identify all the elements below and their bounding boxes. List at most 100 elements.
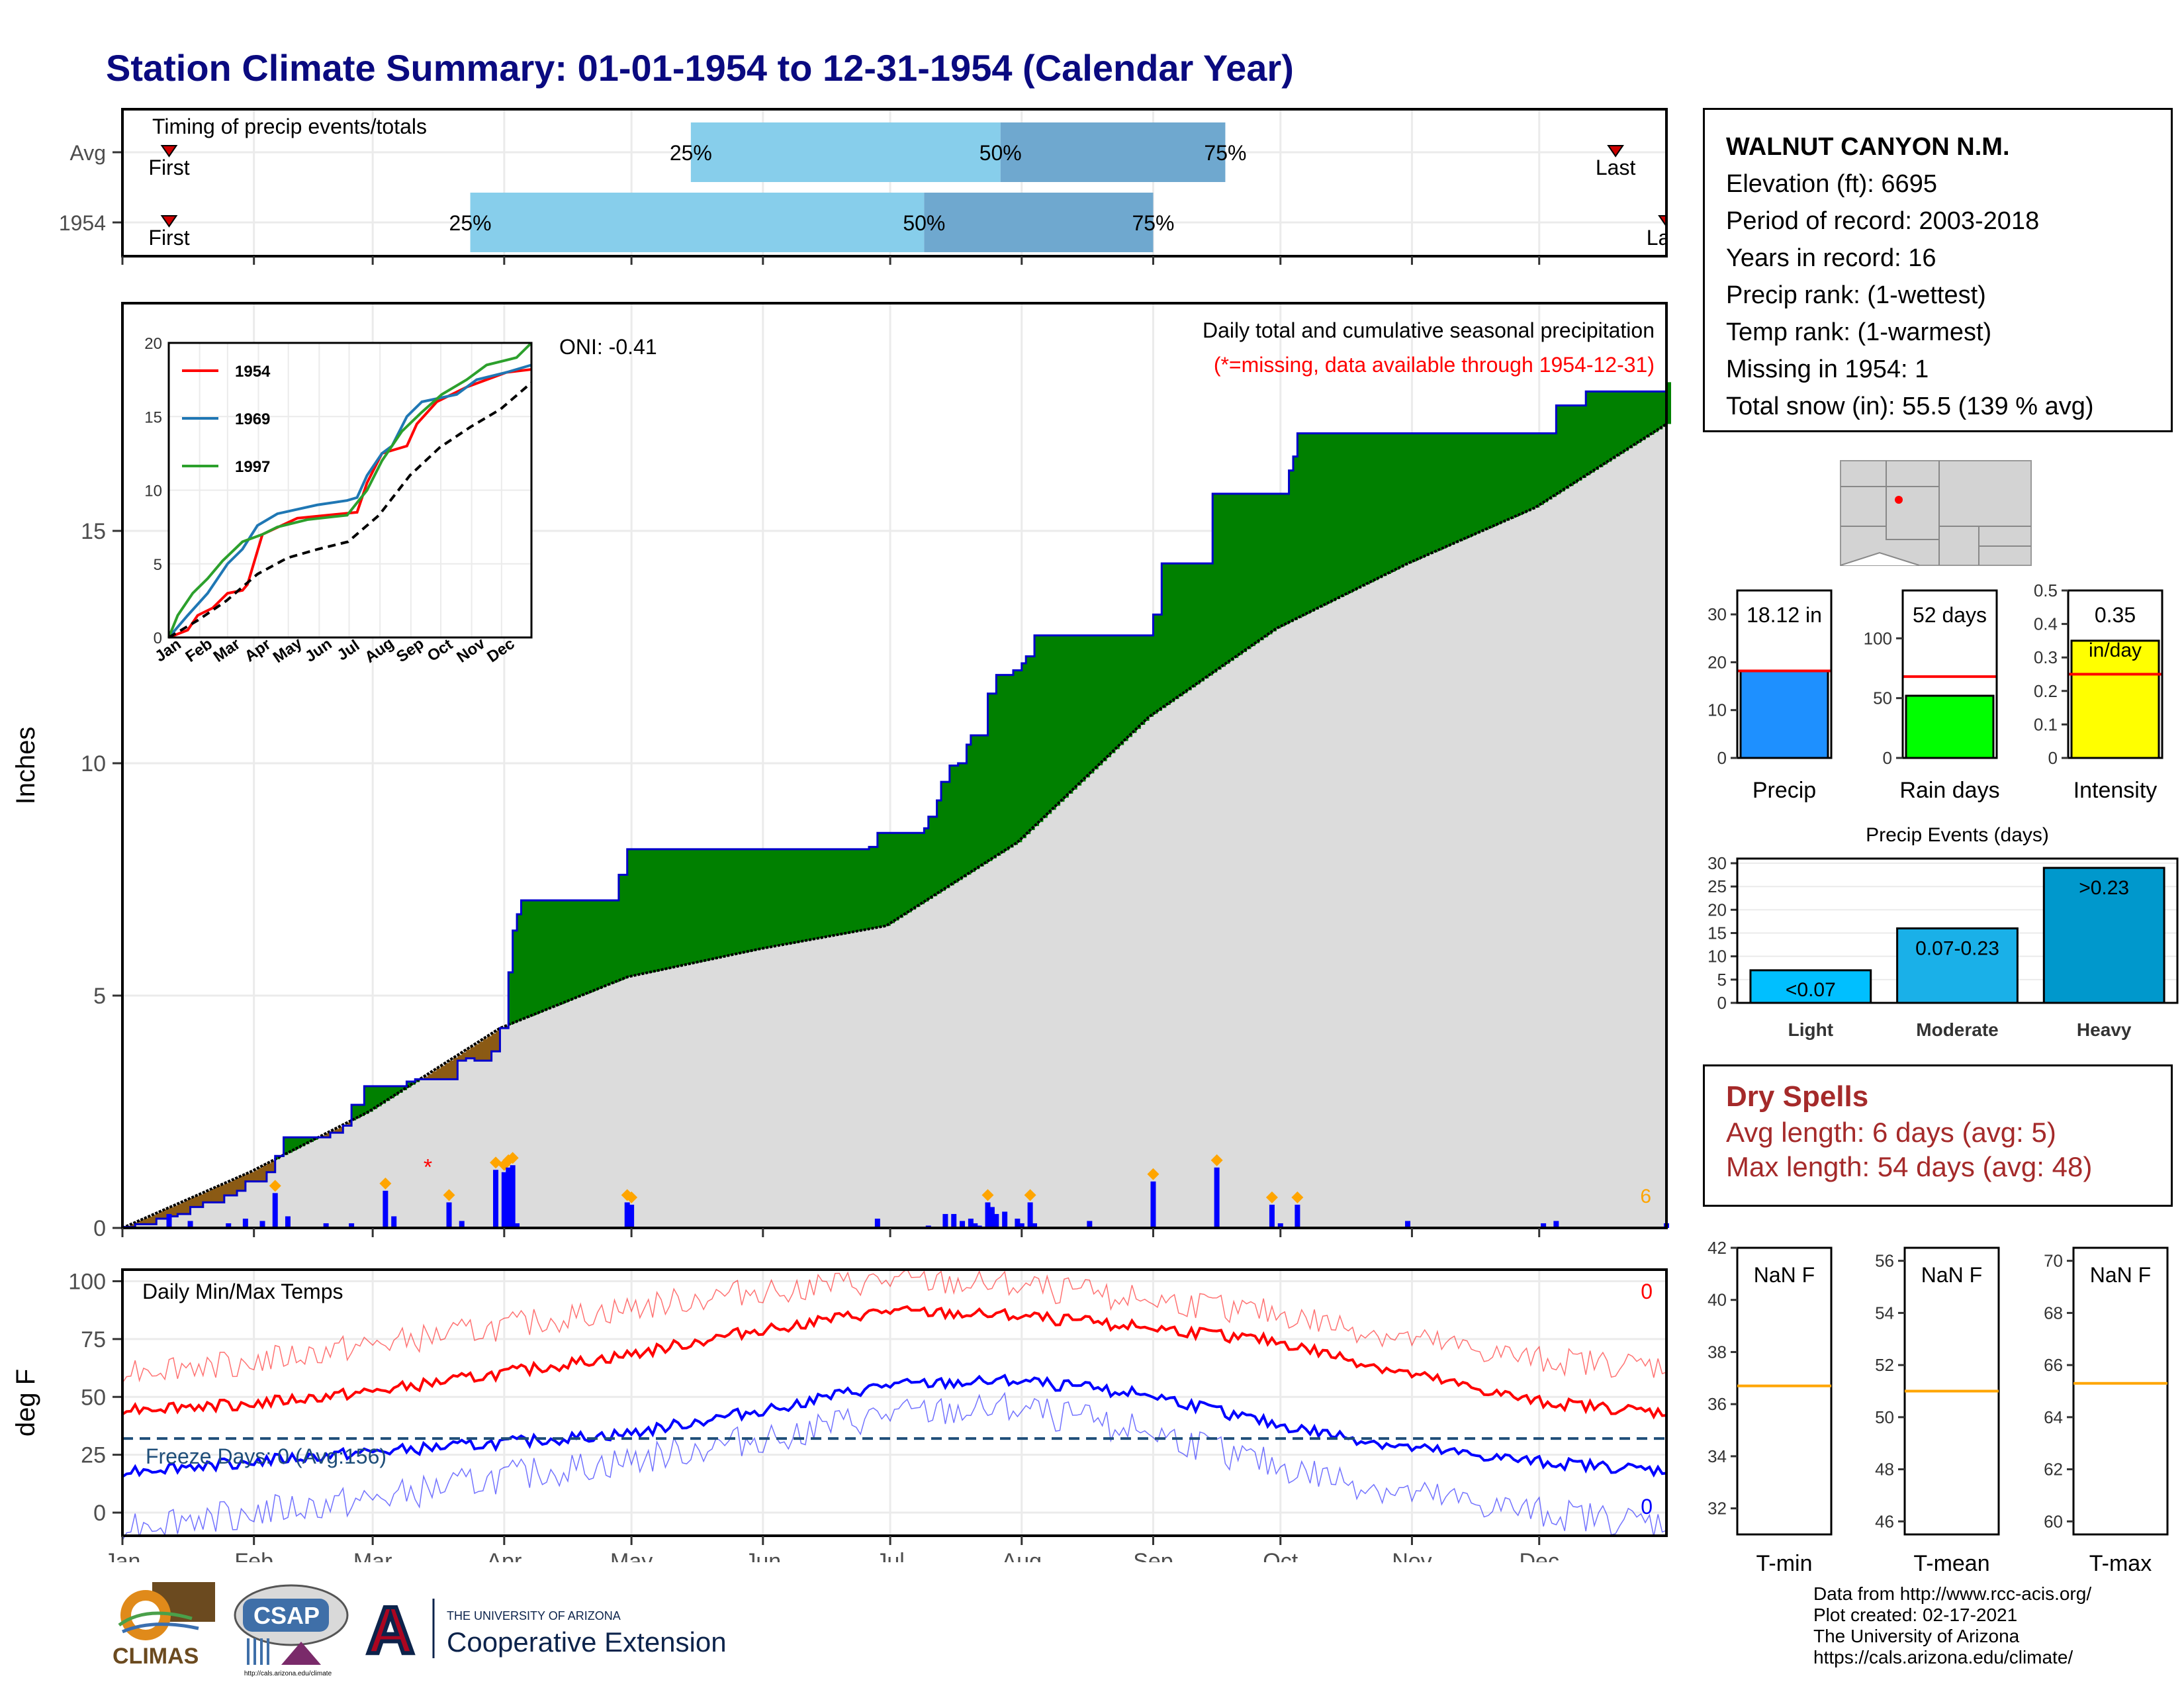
below-normal-area xyxy=(258,1168,263,1182)
above-normal-area xyxy=(1034,635,1040,826)
above-normal-area xyxy=(1017,670,1023,843)
x-tick-label: Aug xyxy=(1002,1549,1042,1562)
below-normal-area xyxy=(271,1161,276,1172)
below-normal-area xyxy=(262,1165,267,1182)
above-normal-area xyxy=(1161,563,1167,708)
credit-line: Data from http://www.rcc-acis.org/ xyxy=(1813,1583,2092,1604)
above-normal-area xyxy=(1195,563,1201,684)
y-tick-label: 0.2 xyxy=(2034,681,2058,701)
above-normal-area xyxy=(1458,433,1463,541)
above-normal-area xyxy=(1598,391,1604,467)
inset-legend-label: 1969 xyxy=(235,410,270,428)
above-normal-area xyxy=(385,1086,390,1102)
above-normal-area xyxy=(635,849,641,976)
below-normal-area xyxy=(144,1218,149,1225)
above-normal-area xyxy=(1454,433,1459,543)
above-normal-area xyxy=(1653,391,1659,432)
above-normal-area xyxy=(1386,433,1391,574)
above-normal-area xyxy=(1666,382,1672,424)
x-tick-label: Jul xyxy=(876,1549,904,1562)
above-normal-area xyxy=(542,900,547,1011)
daily-precip-bar xyxy=(1541,1223,1547,1228)
above-normal-area xyxy=(1565,405,1570,489)
above-normal-area xyxy=(695,849,700,963)
snow-event-marker xyxy=(379,1177,392,1190)
above-normal-area xyxy=(533,900,539,1015)
inset-series-line xyxy=(167,363,532,639)
corner-count: 6 xyxy=(1640,1186,1651,1207)
above-normal-area xyxy=(1293,456,1298,620)
above-normal-area xyxy=(826,849,831,937)
above-normal-area xyxy=(1085,635,1090,778)
temp-value-label: NaN F xyxy=(1921,1263,1982,1287)
above-normal-area xyxy=(351,1104,357,1121)
above-normal-area xyxy=(1343,433,1349,595)
above-normal-area xyxy=(1543,433,1549,502)
above-normal-area xyxy=(1216,493,1222,670)
above-normal-area xyxy=(970,735,976,872)
y-tick-label: 66 xyxy=(2044,1355,2063,1375)
inset-y-tick-label: 20 xyxy=(144,335,162,353)
snow-event-marker xyxy=(1147,1168,1160,1180)
above-normal-area xyxy=(788,849,794,944)
inset-series-line xyxy=(167,342,533,638)
above-normal-area xyxy=(1572,405,1578,484)
below-normal-area xyxy=(487,1036,492,1061)
below-normal-area xyxy=(139,1220,144,1225)
above-normal-area xyxy=(602,900,607,988)
above-normal-area xyxy=(1301,433,1306,616)
temp-series-line xyxy=(121,1305,1667,1420)
above-normal-area xyxy=(618,874,623,981)
y-tick-label: 0.3 xyxy=(2034,647,2058,667)
below-normal-area xyxy=(148,1217,153,1225)
above-normal-area xyxy=(737,849,743,954)
below-normal-area xyxy=(482,1039,488,1061)
above-normal-area xyxy=(1221,493,1226,667)
above-normal-area xyxy=(292,1137,297,1151)
station-detail-line: Temp rank: (1-warmest) xyxy=(1726,318,1992,346)
missing-data-marker: * xyxy=(424,1154,432,1180)
above-normal-area xyxy=(1297,433,1302,618)
above-normal-area xyxy=(1212,493,1218,673)
dry-spells-max: Max length: 54 days (avg: 48) xyxy=(1726,1151,2093,1182)
event-marker-label: First xyxy=(148,156,189,179)
panel-border xyxy=(1736,1246,1833,1536)
quartile-label: 50% xyxy=(979,141,1022,165)
above-normal-area xyxy=(720,849,725,958)
csap-url-text: http://cals.arizona.edu/climate xyxy=(244,1670,332,1677)
above-normal-area xyxy=(1174,563,1179,700)
y-tick-label: 100 xyxy=(1864,628,1892,648)
above-normal-area xyxy=(555,900,560,1006)
above-normal-area xyxy=(843,849,848,934)
above-normal-area xyxy=(1246,493,1251,649)
above-normal-area xyxy=(1628,391,1633,449)
below-normal-area xyxy=(491,1033,496,1052)
above-normal-area xyxy=(1064,635,1069,798)
above-normal-area xyxy=(1077,635,1082,786)
x-tick-label: Moderate xyxy=(1916,1019,1998,1040)
daily-precip-bar xyxy=(506,1167,512,1228)
above-normal-area xyxy=(1089,635,1095,774)
snow-event-marker xyxy=(1265,1191,1278,1203)
above-normal-area xyxy=(741,849,747,953)
y-tick-label: 30 xyxy=(1707,604,1727,624)
above-normal-area xyxy=(1382,433,1387,577)
normal-cumulative-line xyxy=(122,422,1668,1229)
above-normal-area xyxy=(1068,635,1073,794)
temp-series-line xyxy=(122,1391,1667,1541)
x-tick-label: Oct xyxy=(1263,1549,1298,1562)
daily-precip-bar xyxy=(1019,1223,1024,1228)
x-tick-label: Jun xyxy=(745,1549,781,1562)
above-normal-area xyxy=(869,847,874,929)
credit-line: Plot created: 02-17-2021 xyxy=(1813,1605,2018,1625)
inset-legend-label: 1997 xyxy=(235,458,270,476)
temp-value-label: NaN F xyxy=(2090,1263,2151,1287)
station-detail-line: Period of record: 2003-2018 xyxy=(1726,207,2040,235)
above-normal-area xyxy=(1611,391,1616,459)
above-normal-area xyxy=(589,900,594,993)
below-normal-area xyxy=(436,1068,441,1080)
credit-line: The University of Arizona xyxy=(1813,1626,2020,1646)
credits: Data from http://www.rcc-acis.org/ Plot … xyxy=(1813,1583,2091,1668)
daily-precip-bar xyxy=(1002,1211,1008,1228)
station-detail-line: Elevation (ft): 6695 xyxy=(1726,170,1937,198)
